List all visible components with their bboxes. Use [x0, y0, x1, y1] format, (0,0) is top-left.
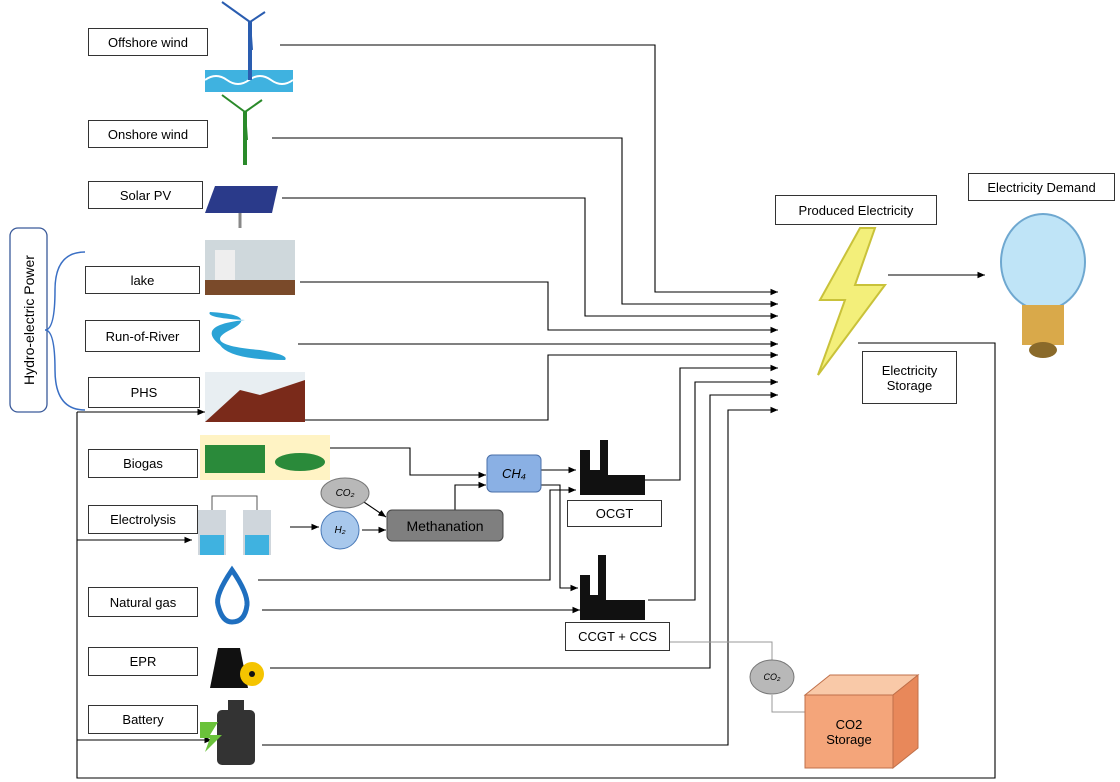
shape: [486, 454, 542, 493]
co2-node: CO₂: [335, 487, 355, 499]
shape: [205, 186, 278, 213]
shape: [217, 710, 255, 765]
shape: [200, 535, 224, 555]
ccgt-label: CCGT + CCS: [565, 622, 670, 651]
produced-label: Produced Electricity: [775, 195, 937, 225]
shape: [258, 486, 576, 581]
shape: [270, 391, 778, 669]
shape: [1029, 342, 1057, 358]
shape: [44, 251, 86, 411]
shape: [9, 227, 48, 413]
shape: [386, 509, 504, 542]
source-label: lake: [85, 266, 200, 294]
shape: [249, 671, 255, 677]
source-label: EPR: [88, 647, 198, 676]
shape: [200, 722, 222, 752]
shape: [210, 648, 248, 688]
source-label: Battery: [88, 705, 198, 734]
source-label: Electrolysis: [88, 505, 198, 534]
source-label: Natural gas: [88, 587, 198, 617]
shape: [330, 447, 486, 479]
co2-node: CO₂: [763, 672, 781, 682]
shape: [1000, 213, 1086, 311]
shape: [211, 495, 258, 510]
arrows: [77, 44, 985, 746]
shape: [209, 312, 286, 360]
shape: [300, 351, 778, 421]
source-label: Onshore wind: [88, 120, 208, 148]
shape: [804, 694, 894, 769]
shape: [275, 453, 325, 471]
demand-label: Electricity Demand: [968, 173, 1115, 201]
shape: [262, 406, 778, 746]
shape: [580, 440, 645, 495]
shape: [215, 565, 250, 625]
shape: [245, 535, 269, 555]
source-label: Run-of-River: [85, 320, 200, 352]
h2-node: H₂: [334, 524, 346, 536]
shape: [541, 484, 578, 592]
shape: [76, 342, 996, 779]
shape: [1022, 305, 1064, 345]
co2-storage-label: CO2 Storage: [826, 716, 872, 747]
shape: [205, 280, 295, 295]
source-label: Solar PV: [88, 181, 203, 209]
shape: [648, 378, 778, 601]
shape: [272, 137, 778, 308]
shape: [645, 364, 778, 481]
ch4-node: CH₄: [502, 466, 526, 481]
source-label: Offshore wind: [88, 28, 208, 56]
shape: [817, 227, 887, 376]
shape: [280, 44, 778, 296]
shape: [580, 555, 645, 620]
hydro-group-text: Hydro-electric Power: [20, 255, 37, 385]
shape: [282, 197, 778, 320]
shape: [320, 510, 360, 550]
shape: [454, 481, 486, 510]
shape: [215, 250, 235, 280]
shape: [300, 281, 778, 334]
shape: [228, 700, 244, 710]
source-label: Biogas: [88, 449, 198, 478]
ocgt-label: OCGT: [567, 500, 662, 527]
shape: [205, 380, 305, 422]
source-label: PHS: [88, 377, 200, 408]
shape: [670, 641, 805, 713]
storage-label: Electricity Storage: [862, 351, 957, 404]
hydro-group-label: Hydro-electric Power: [12, 228, 45, 412]
shape: [221, 94, 263, 141]
methanation-node: Methanation: [406, 517, 484, 534]
shape: [221, 1, 266, 51]
shape: [749, 659, 795, 695]
shape: [320, 477, 370, 509]
shape: [205, 445, 265, 473]
